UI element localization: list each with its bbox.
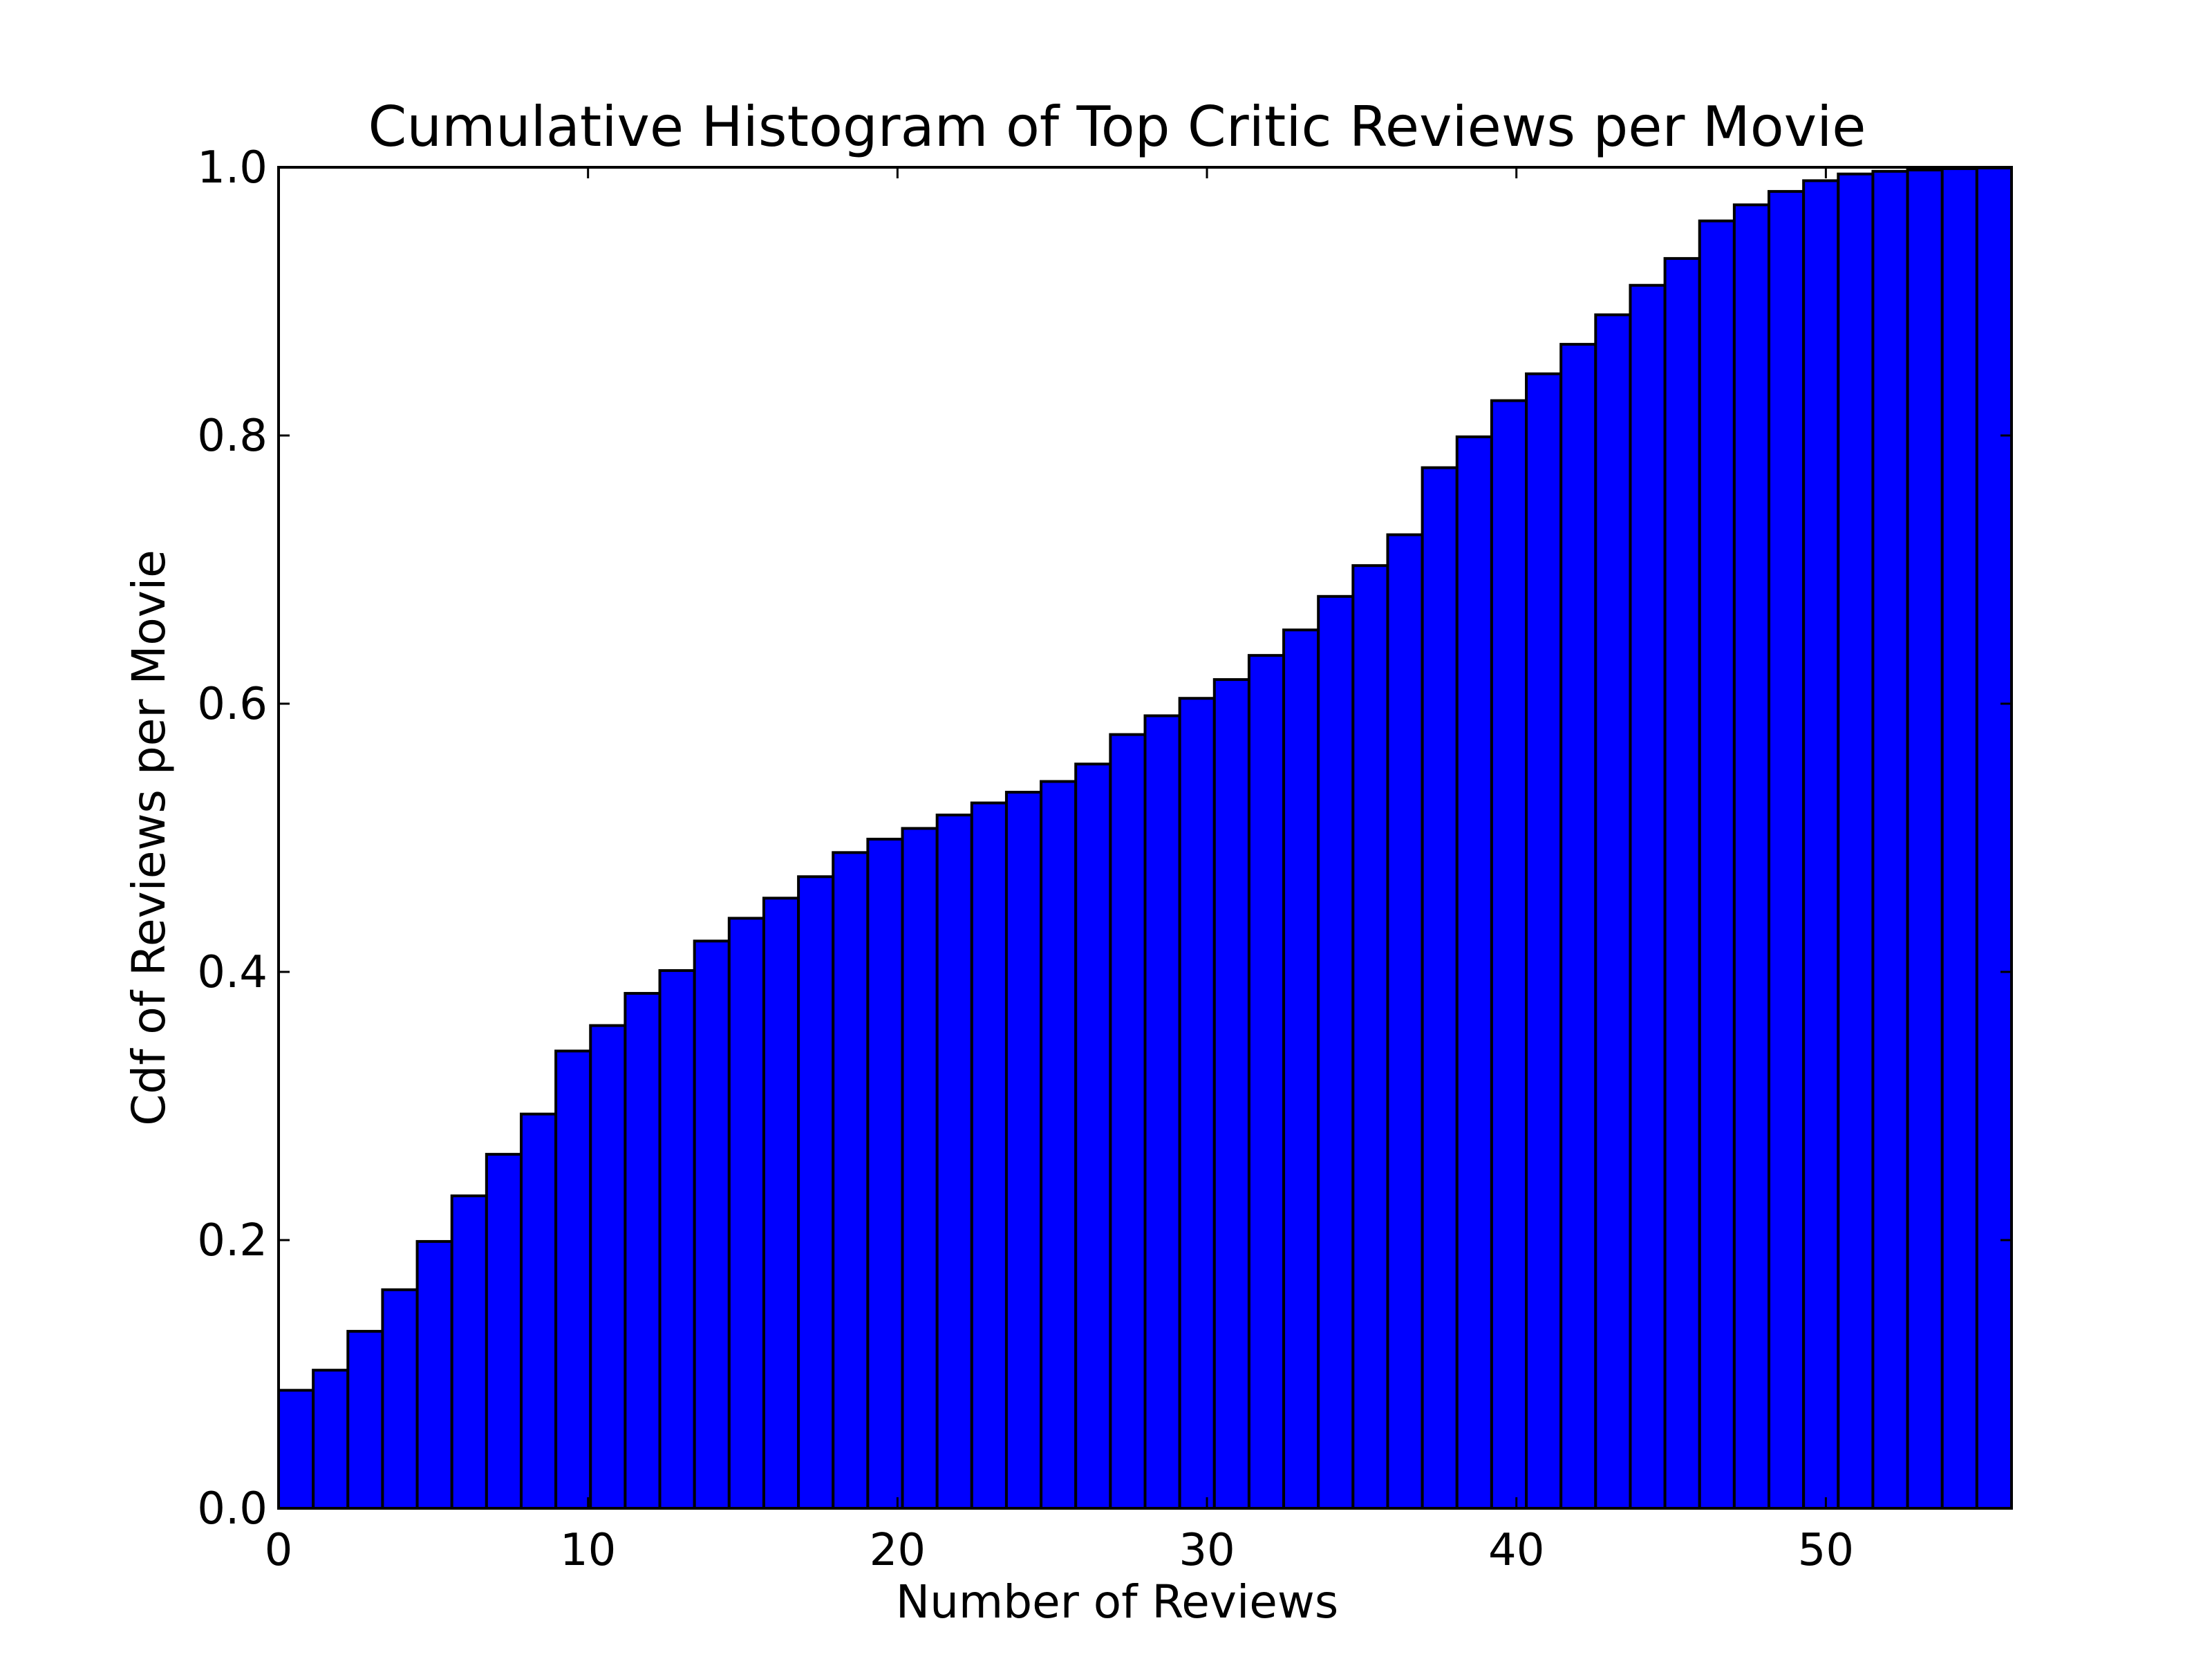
histogram-bar	[1074, 762, 1112, 1510]
histogram-bar	[1663, 256, 1701, 1510]
histogram-bar	[1212, 678, 1250, 1510]
histogram-bar	[1732, 203, 1771, 1510]
histogram-bar	[1004, 791, 1043, 1510]
histogram-bar	[693, 939, 731, 1510]
histogram-bar	[554, 1049, 592, 1510]
histogram-bar	[1040, 780, 1078, 1510]
histogram-bar	[1802, 179, 1840, 1510]
histogram-bar	[415, 1239, 453, 1510]
histogram-bar	[1837, 172, 1875, 1510]
x-axis-label: Number of Reviews	[896, 1575, 1339, 1629]
histogram-bar	[1559, 343, 1597, 1510]
histogram-bar	[832, 851, 870, 1510]
histogram-bar	[450, 1194, 488, 1510]
histogram-bar	[1871, 169, 1909, 1510]
y-axis-label: Cdf of Reviews per Movie	[122, 550, 176, 1126]
histogram-bar	[1109, 733, 1147, 1510]
axes-frame	[277, 166, 2013, 1510]
histogram-bar	[1143, 714, 1181, 1510]
histogram-bar	[1455, 435, 1493, 1510]
chart-title: Cumulative Histogram of Top Critic Revie…	[368, 95, 1866, 159]
histogram-bar	[1421, 466, 1459, 1510]
tick-labels-group: 0 10 20 30 40 50 0.0 0.2 0.4 0.6 0.8 1.0	[197, 142, 1854, 1576]
histogram-bar	[866, 837, 904, 1510]
histogram-bar	[1386, 533, 1424, 1510]
histogram-bar	[1594, 313, 1632, 1510]
histogram-bar	[1906, 168, 1944, 1510]
histogram-bar	[1629, 283, 1667, 1510]
histogram-bar	[1768, 189, 1806, 1510]
histogram-bar	[519, 1112, 558, 1510]
histogram-bar	[658, 969, 696, 1510]
x-tick-label: 40	[1488, 1525, 1544, 1576]
histogram-bar	[624, 992, 662, 1510]
y-tick-label: 0.0	[197, 1483, 268, 1535]
histogram-bar	[1317, 594, 1355, 1510]
histogram-bar	[970, 801, 1008, 1510]
histogram-bar	[1975, 166, 2014, 1510]
histogram-bar	[1351, 564, 1389, 1510]
histogram-bar	[1698, 219, 1736, 1510]
histogram-bar	[901, 827, 939, 1510]
x-tick-label: 20	[870, 1525, 926, 1576]
histogram-bar	[727, 917, 765, 1510]
histogram-bar	[277, 1389, 315, 1510]
x-tick-label: 30	[1179, 1525, 1235, 1576]
histogram-bar	[762, 897, 800, 1510]
x-tick-label: 50	[1798, 1525, 1854, 1576]
y-tick-label: 0.4	[197, 947, 268, 998]
histogram-bar	[1940, 167, 1978, 1510]
y-tick-label: 0.8	[197, 411, 268, 462]
histogram-bar	[312, 1369, 350, 1510]
histogram-bar	[589, 1024, 627, 1510]
y-tick-label: 0.2	[197, 1215, 268, 1266]
histogram-bar	[1490, 399, 1528, 1510]
histogram-bar	[797, 875, 835, 1510]
histogram-bar	[1178, 697, 1216, 1510]
histogram-bar	[935, 814, 973, 1510]
y-tick-label: 1.0	[197, 142, 268, 194]
histogram-bar	[346, 1329, 384, 1510]
x-tick-label: 0	[265, 1525, 293, 1576]
histogram-bar	[1282, 628, 1320, 1510]
histogram-bar	[485, 1152, 523, 1510]
histogram-bar	[1525, 372, 1563, 1510]
y-tick-label: 0.6	[197, 679, 268, 730]
histogram-bar	[381, 1288, 419, 1510]
bars-group	[277, 166, 2014, 1510]
x-tick-label: 10	[560, 1525, 616, 1576]
histogram-bar	[1247, 654, 1286, 1510]
